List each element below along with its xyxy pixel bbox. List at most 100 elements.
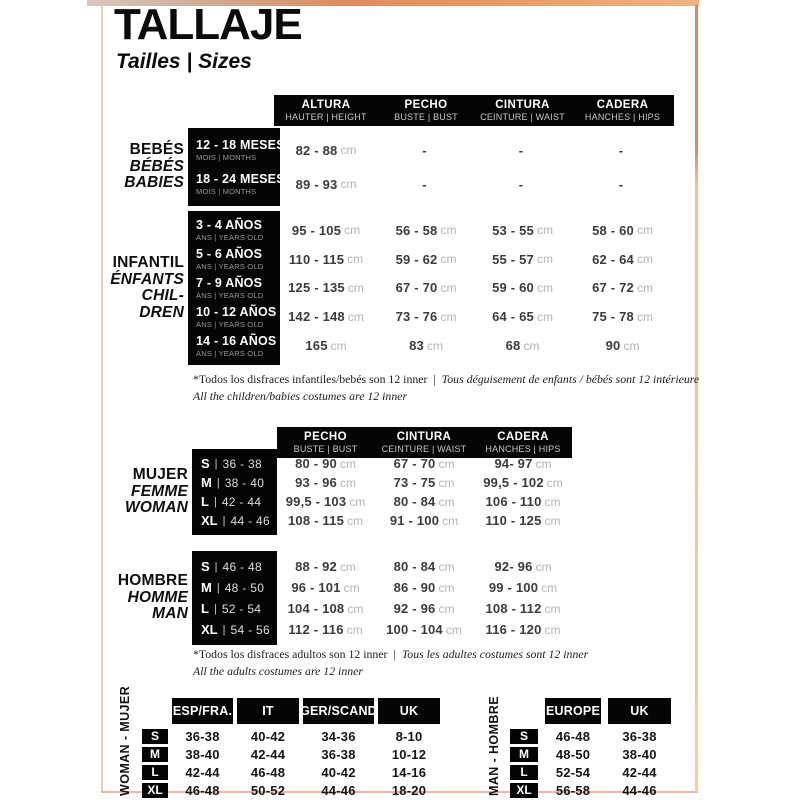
conversion-header-row: ESP/FRA. IT GER/SCAND UK: [142, 698, 440, 724]
size-badge: L: [510, 764, 538, 780]
age-range-cell: 3 - 4 AÑOS ANS | YEARS OLD: [196, 218, 264, 243]
table-row: M 48-50 38-40: [510, 746, 671, 762]
age-range-cell: 14 - 16 AÑOS ANS | YEARS OLD: [196, 333, 277, 358]
children-age-column: 3 - 4 AÑOS ANS | YEARS OLD 5 - 6 AÑOS AN…: [188, 211, 280, 365]
size-badge: M: [510, 746, 538, 762]
women-conversion-table: ESP/FRA. IT GER/SCAND UK S 36-38 40-42 3…: [142, 698, 440, 798]
size-cell: L | 52 - 54: [201, 601, 262, 616]
size-badge: XL: [142, 782, 168, 798]
header-sub: BUSTE | BUST: [394, 112, 458, 122]
footnote-es: *Todos los disfraces infantiles/bebés so…: [193, 372, 428, 386]
women-values: 80 - 90 cm 67 - 70 cm 94- 97 cm 93 - 96 cm 7…: [277, 449, 572, 535]
header-col-cadera: CADERA HANCHES | HIPS: [485, 431, 561, 454]
header-main: CADERA: [596, 99, 649, 111]
size-cell: M | 48 - 50: [201, 580, 265, 595]
table-row: 88 - 92 cm 80 - 84 cm 92- 96 cm: [295, 559, 552, 574]
men-values: 88 - 92 cm 80 - 84 cm 92- 96 cm 96 - 101 cm …: [277, 551, 572, 645]
table-row: 95 - 105 cm 56 - 58 cm 53 - 55 cm 58 - 60 cm: [291, 222, 653, 238]
table-row: 165 cm 83 cm 68 cm 90 cm: [305, 338, 640, 354]
age-range-cell: 10 - 12 AÑOS ANS | YEARS OLD: [196, 304, 277, 329]
adults-table-header: PECHO BUSTE | BUST CINTURA CEINTURE | WA…: [277, 427, 572, 458]
col-europe: EUROPE: [545, 698, 601, 724]
table-row: S 36-38 40-42 34-36 8-10: [142, 728, 440, 744]
men-size-column: S | 46 - 48 M | 48 - 50 L | 52 - 54 XL | 54 - 56: [192, 551, 277, 645]
section-label-women: MUJER FEMME WOMAN: [125, 466, 188, 516]
men-conversion-vertical-label: MAN - HOMBRE: [487, 696, 501, 796]
table-row: 82 - 88 cm - - -: [295, 142, 624, 158]
col-uk: UK: [608, 698, 671, 724]
women-size-column: S | 36 - 38 M | 38 - 40 L | 42 - 44 XL | 44 - 46: [192, 449, 277, 535]
footnote-en: All the adults costumes are 12 inner: [193, 664, 363, 678]
page-subtitle: Tailles | Sizes: [116, 50, 252, 73]
men-conversion-table: EUROPE UK S 46-48 36-38 M 48-50 38-40 L …: [510, 698, 671, 798]
table-row: L 42-44 46-48 40-42 14-16: [142, 764, 440, 780]
kids-table-header: ALTURA HAUTER | HEIGHT PECHO BUSTE | BUS…: [274, 95, 674, 126]
table-row: 112 - 116 cm 100 - 104 cm 116 - 120 cm: [288, 622, 561, 637]
header-main: CINTURA: [495, 99, 550, 111]
age-range-cell: 18 - 24 MESES MOIS | MONTHS: [196, 172, 285, 196]
babies-age-column: 12 - 18 MESES MOIS | MONTHS 18 - 24 MESE…: [188, 128, 285, 206]
size-cell: S | 46 - 48: [201, 559, 262, 574]
header-col-pecho: PECHO BUSTE | BUST: [378, 99, 474, 122]
footnote-fr: Tous les adultes costumes sont 12 inner: [401, 647, 589, 661]
header-main: ALTURA: [301, 99, 351, 111]
header-main: PECHO: [404, 99, 448, 111]
header-col-cintura: CINTURA CEINTURE | WAIST: [381, 431, 467, 454]
header-sub: HANCHES | HIPS: [584, 112, 661, 122]
header-sub: CEINTURE | WAIST: [480, 112, 565, 122]
section-label-men: HOMBRE HOMME MAN: [117, 572, 188, 622]
size-cell: M | 38 - 40: [201, 475, 265, 490]
table-row: 80 - 90 cm 67 - 70 cm 94- 97 cm: [295, 456, 552, 471]
size-badge: S: [510, 728, 538, 744]
women-conversion-vertical-label: WOMAN - MUJER: [118, 685, 132, 796]
header-col-cintura: CINTURA CEINTURE | WAIST: [474, 99, 571, 122]
table-row: 89 - 93 cm - - -: [295, 176, 624, 192]
table-row: 110 - 115 cm 59 - 62 cm 55 - 57 cm 62 - 64 c…: [288, 251, 653, 267]
section-label-children: INFANTIL ÉNFANTS CHIL- DREN: [110, 254, 184, 321]
header-col-altura: ALTURA HAUTER | HEIGHT: [274, 99, 378, 122]
size-badge: XL: [510, 782, 538, 798]
col-ger-scand: GER/SCAND: [300, 698, 377, 724]
col-esp-fra: ESP/FRA.: [172, 698, 233, 724]
age-range-cell: 7 - 9 AÑOS ANS | YEARS OLD: [196, 275, 264, 300]
table-row: 96 - 101 cm 86 - 90 cm 99 - 100 cm: [291, 580, 558, 595]
age-range-cell: 12 - 18 MESES MOIS | MONTHS: [196, 138, 285, 162]
babies-values: 82 - 88 cm - - - 89 - 93 cm - - -: [274, 128, 674, 206]
footnote-es: *Todos los disfraces adultos son 12 inne…: [193, 647, 388, 661]
table-row: L 52-54 42-44: [510, 764, 671, 780]
frame-right-border: [695, 5, 698, 793]
table-row: XL 56-58 44-46: [510, 782, 671, 798]
conversion-header-row: EUROPE UK: [510, 698, 671, 724]
header-col-pecho: PECHO BUSTE | BUST: [293, 431, 358, 454]
footnote-en: All the children/babies costumes are 12 …: [193, 389, 408, 403]
size-cell: XL | 54 - 56: [201, 622, 270, 637]
table-row: 104 - 108 cm 92 - 96 cm 108 - 112 cm: [287, 601, 561, 616]
size-cell: L | 42 - 44: [201, 494, 262, 509]
age-range-cell: 5 - 6 AÑOS ANS | YEARS OLD: [196, 247, 264, 272]
table-row: 108 - 115 cm 91 - 100 cm 110 - 125 cm: [287, 513, 561, 528]
table-row: S 46-48 36-38: [510, 728, 671, 744]
table-row: M 38-40 42-44 36-38 10-12: [142, 746, 440, 762]
header-sub: HAUTER | HEIGHT: [285, 112, 367, 122]
header-col-cadera: CADERA HANCHES | HIPS: [571, 99, 674, 122]
table-row: 125 - 135 cm 67 - 70 cm 59 - 60 cm 67 - 72 c…: [288, 280, 653, 296]
frame-bottom-border: [101, 791, 698, 793]
size-badge: M: [142, 746, 168, 762]
col-it: IT: [237, 698, 299, 724]
table-row: 99,5 - 103 cm 80 - 84 cm 106 - 110 cm: [285, 494, 561, 509]
size-badge: S: [142, 728, 168, 744]
size-badge: L: [142, 764, 168, 780]
col-uk: UK: [378, 698, 440, 724]
table-row: 93 - 96 cm 73 - 75 cm 99,5 - 102 cm: [295, 475, 563, 490]
kids-footnote: *Todos los disfraces infantiles/bebés so…: [193, 372, 700, 403]
adults-footnote: *Todos los disfraces adultos son 12 inne…: [193, 647, 589, 678]
table-row: 142 - 148 cm 73 - 76 cm 64 - 65 cm 75 - 78 c…: [288, 309, 653, 325]
section-label-babies: BEBÉS BÉBÉS BABIES: [124, 141, 184, 191]
size-cell: XL | 44 - 46: [201, 513, 270, 528]
frame-top-bar: [87, 0, 699, 6]
size-cell: S | 36 - 38: [201, 456, 262, 471]
footnote-fr: Tous déguisement de enfants / bébés sont…: [441, 372, 700, 386]
children-values: 95 - 105 cm 56 - 58 cm 53 - 55 cm 58 - 60 cm…: [274, 211, 674, 365]
size-chart-card: TALLAJE Tailles | Sizes ALTURA HAUTER | …: [87, 0, 700, 798]
table-row: XL 46-48 50-52 44-46 18-20: [142, 782, 440, 798]
